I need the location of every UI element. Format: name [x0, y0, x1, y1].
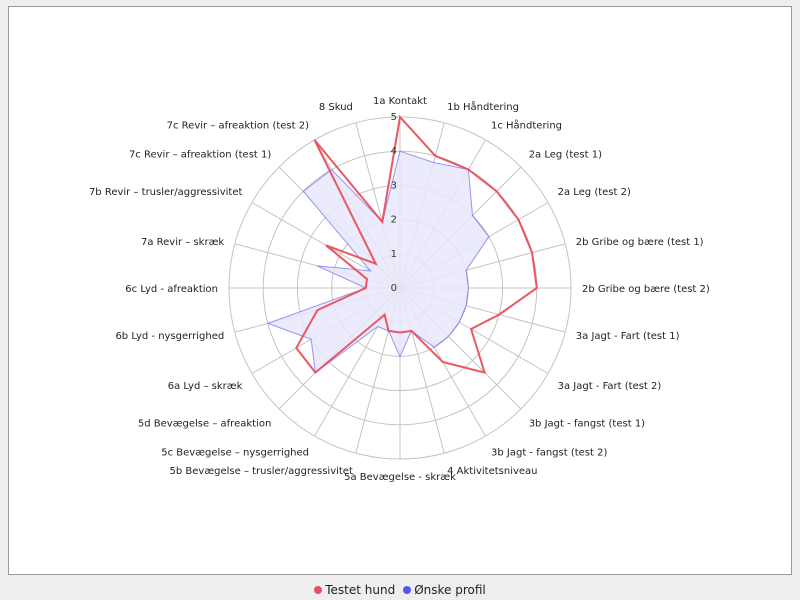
radial-tick-label: 5 [391, 112, 397, 123]
radial-tick-label: 4 [391, 146, 397, 157]
axis-label: 7c Revir – afreaktion (test 1) [129, 149, 271, 160]
axis-label: 7b Revir – trusler/aggressivitet [89, 187, 243, 198]
axis-label: 2a Leg (test 2) [558, 187, 631, 198]
axis-label: 5c Bevægelse – nysgerrighed [161, 448, 309, 459]
radial-tick-label: 1 [391, 249, 397, 260]
axis-label: 7c Revir – afreaktion (test 2) [167, 120, 309, 131]
legend-entry-testet-hund: Testet hund [314, 583, 395, 597]
axis-label: 6b Lyd - nysgerrighed [115, 331, 224, 342]
axis-label: 2b Gribe og bære (test 2) [582, 284, 710, 295]
axis-label: 3a Jagt - Fart (test 2) [558, 381, 662, 392]
legend-swatch-onske-profil [403, 586, 412, 594]
axis-label: 3b Jagt - fangst (test 2) [491, 448, 607, 459]
axis-label: 1c Håndtering [491, 118, 562, 131]
axis-label: 1b Håndtering [447, 100, 519, 113]
radial-tick-label: 0 [391, 283, 397, 294]
axis-label: 5b Bevægelse – trusler/aggressivitet [170, 466, 353, 477]
legend: Testet hund Ønske profil [0, 580, 800, 600]
legend-label-testet-hund: Testet hund [325, 583, 396, 597]
axis-label: 3a Jagt - Fart (test 1) [576, 331, 680, 342]
radial-tick-label: 2 [391, 215, 397, 226]
series-polygon-1 [295, 114, 538, 375]
legend-entry-onske-profil: Ønske profil [403, 583, 486, 597]
axis-label: 5d Bevægelse – afreaktion [138, 419, 271, 430]
legend-swatch-testet-hund [314, 586, 323, 594]
axis-label: 2b Gribe og bære (test 1) [576, 237, 704, 248]
axis-label: 4 Aktivitetsniveau [447, 466, 537, 477]
axis-label: 5a Bevægelse - skræk [344, 472, 456, 483]
axis-label: 6a Lyd – skræk [168, 381, 243, 392]
axis-label: 2a Leg (test 1) [529, 149, 602, 160]
axis-label: 3b Jagt - fangst (test 1) [529, 419, 645, 430]
radial-tick-label: 3 [391, 180, 397, 191]
axis-label: 8 Skud [319, 102, 353, 113]
axis-label: 1a Kontakt [373, 96, 427, 107]
series-polygon-2 [266, 150, 490, 374]
axis-label: 7a Revir – skræk [141, 237, 224, 248]
axis-label: 6c Lyd - afreaktion [125, 284, 218, 295]
legend-label-onske-profil: Ønske profil [414, 583, 486, 597]
